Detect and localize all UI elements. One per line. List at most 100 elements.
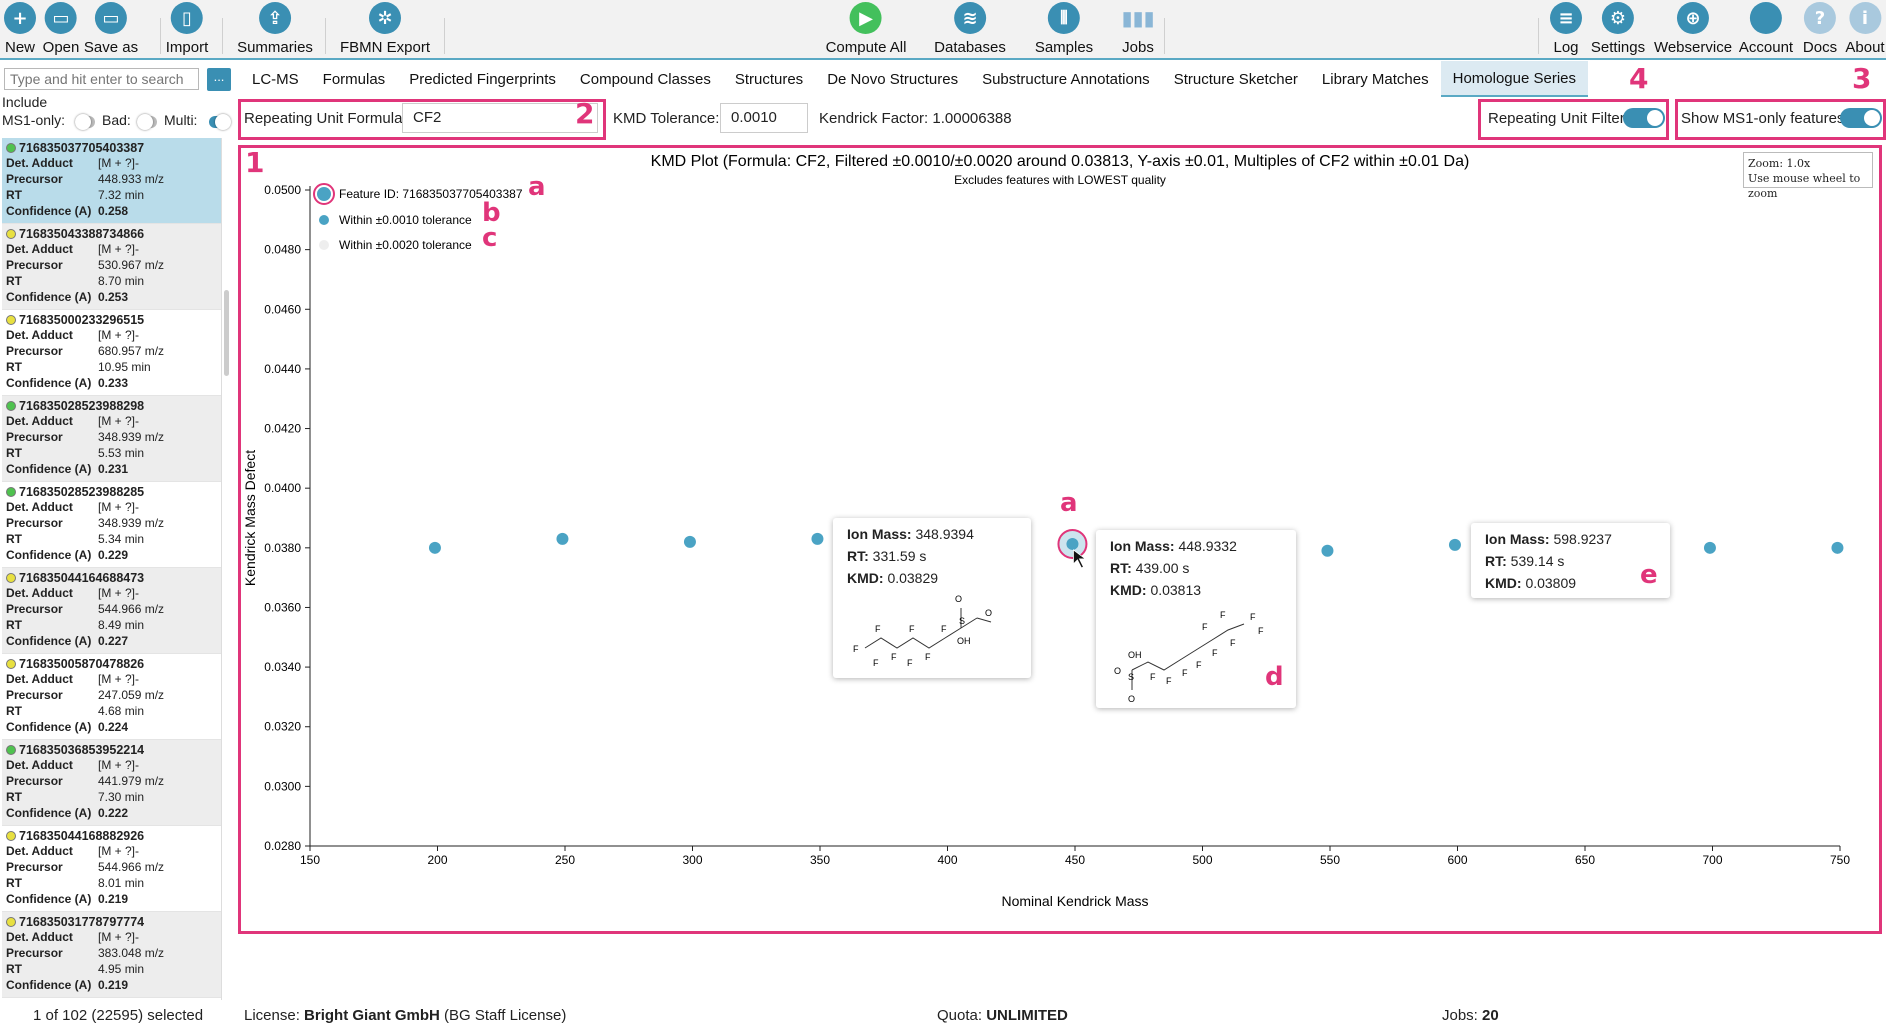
log-button[interactable]: ≡ Log <box>1550 0 1582 58</box>
about-button[interactable]: i About <box>1845 0 1885 58</box>
save-as-button[interactable]: ▭ Save as <box>84 0 138 58</box>
bad-toggle[interactable] <box>137 114 157 130</box>
feature-id: 716835037705403387 <box>6 138 221 155</box>
feature-row-rt: RT 4.95 min <box>6 961 221 977</box>
webservice-button[interactable]: ⊕ Webservice <box>1654 0 1732 58</box>
jobs-text: Jobs: 20 <box>1442 1007 1499 1024</box>
svg-text:F: F <box>941 624 947 634</box>
feature-list-item[interactable]: 716835000233296515 Det. Adduct [M + ?]- Pre… <box>2 310 221 396</box>
feature-list-item[interactable]: 716835031778797774 Det. Adduct [M + ?]- Pre… <box>2 912 221 998</box>
feature-field-value: 544.966 m/z <box>98 860 165 874</box>
feature-list-item[interactable]: 716835036853952214 Det. Adduct [M + ?]- Pre… <box>2 740 221 826</box>
svg-text:F: F <box>1258 626 1264 636</box>
feature-field-value: 4.68 min <box>98 704 145 718</box>
svg-text:OH: OH <box>1128 650 1142 660</box>
y-tick-label: 0.0320 <box>264 720 301 734</box>
feature-field-value: [M + ?]- <box>98 672 140 686</box>
tab-homologue-series[interactable]: Homologue Series <box>1440 61 1589 97</box>
feature-list-scrollbar[interactable] <box>224 290 229 376</box>
tooltip-mass-label: Ion Mass: <box>847 526 912 542</box>
jobs-button[interactable]: ▮▮▮ Jobs <box>1121 0 1155 58</box>
tab-library-matches[interactable]: Library Matches <box>1321 71 1429 88</box>
summaries-button[interactable]: ⇪ Summaries <box>237 0 313 58</box>
tab-structures[interactable]: Structures <box>734 71 804 88</box>
repeating-unit-input[interactable]: CF2 <box>402 103 598 133</box>
data-point <box>1703 541 1716 554</box>
feature-list-item[interactable]: 716835028523988298 Det. Adduct [M + ?]- Pre… <box>2 396 221 482</box>
quality-dot-icon <box>6 401 16 411</box>
feature-field-value: 383.048 m/z <box>98 946 165 960</box>
tab-formulas[interactable]: Formulas <box>322 71 386 88</box>
docs-button[interactable]: ? Docs <box>1803 0 1837 58</box>
tab-structure-sketcher[interactable]: Structure Sketcher <box>1173 71 1298 88</box>
feature-row-precursor: Precursor 544.966 m/z <box>6 601 221 617</box>
toolbar-label: Compute All <box>825 39 907 56</box>
legend-highlight-ring <box>313 183 335 205</box>
search-options-button[interactable]: ... <box>207 68 231 91</box>
feature-list-item[interactable]: 716835005870478826 Det. Adduct [M + ?]- Pre… <box>2 654 221 740</box>
search-input[interactable] <box>4 68 199 90</box>
svg-text:F: F <box>891 652 897 662</box>
feature-id: 716835028523988298 <box>6 396 221 413</box>
settings-button[interactable]: ⚙ Settings <box>1591 0 1645 58</box>
result-tabs: LC-MS Formulas Predicted Fingerprints Compo… <box>240 61 1589 97</box>
tab-lc-ms[interactable]: LC-MS <box>252 71 299 88</box>
repeating-unit-filter-switch[interactable] <box>1623 108 1665 128</box>
tab-de-novo-structures[interactable]: De Novo Structures <box>827 71 959 88</box>
open-button[interactable]: ▭ Open <box>43 0 79 58</box>
info-icon: i <box>1848 2 1881 34</box>
toolbar-label: Settings <box>1590 39 1646 56</box>
feature-list-item[interactable]: 716835044164688473 Det. Adduct [M + ?]- Pre… <box>2 568 221 654</box>
feature-list-item[interactable]: 716835028523988285 Det. Adduct [M + ?]- Pre… <box>2 482 221 568</box>
feature-field-value: 530.967 m/z <box>98 258 165 272</box>
tab-substructure-annotations[interactable]: Substructure Annotations <box>982 71 1150 88</box>
feature-list-item[interactable]: 716835044168882926 Det. Adduct [M + ?]- Pre… <box>2 826 221 912</box>
jobs-icon: ▮▮▮ <box>1121 6 1155 30</box>
tab-compound-classes[interactable]: Compound Classes <box>579 71 711 88</box>
x-tick-label: 750 <box>1830 853 1850 867</box>
tab-predicted-fingerprints[interactable]: Predicted Fingerprints <box>409 71 556 88</box>
feature-field-value: 10.95 min <box>98 360 151 374</box>
feature-field-label: RT <box>6 446 22 460</box>
feature-row-adduct: Det. Adduct [M + ?]- <box>6 929 221 945</box>
status-bar: 1 of 102 (22595) selected License: Brigh… <box>0 1004 1886 1027</box>
feature-row-confidence: Confidence (A) 0.253 <box>6 289 221 305</box>
feature-field-label: RT <box>6 532 22 546</box>
kmd-tolerance-input[interactable]: 0.0010 <box>720 103 808 133</box>
feature-field-value: 0.253 <box>98 290 129 304</box>
data-point <box>556 532 569 545</box>
show-ms1-switch[interactable] <box>1840 108 1882 128</box>
legend-marker <box>319 215 329 225</box>
feature-field-value: [M + ?]- <box>98 586 140 600</box>
feature-id-text: 716835043388734866 <box>19 227 145 241</box>
feature-row-confidence: Confidence (A) 0.233 <box>6 375 221 391</box>
feature-list-item[interactable]: 716835043388734866 Det. Adduct [M + ?]- Pre… <box>2 224 221 310</box>
include-label: Include <box>2 94 48 110</box>
databases-button[interactable]: ≋ Databases <box>934 0 1006 58</box>
feature-field-label: Precursor <box>6 946 63 960</box>
feature-field-label: Confidence (A) <box>6 204 92 218</box>
data-point <box>1321 544 1334 557</box>
account-button[interactable]: Account <box>1739 0 1793 58</box>
data-point <box>428 541 441 554</box>
new-button[interactable]: + New <box>4 0 36 58</box>
samples-button[interactable]: ⦀ Samples <box>1035 0 1093 58</box>
toolbar-label: Account <box>1738 39 1794 56</box>
feature-row-confidence: Confidence (A) 0.219 <box>6 977 221 993</box>
feature-row-precursor: Precursor 680.957 m/z <box>6 343 221 359</box>
import-button[interactable]: ▯ Import <box>166 0 208 58</box>
kendrick-factor-text: Kendrick Factor: 1.00006388 <box>819 110 1012 127</box>
ms1-only-toggle[interactable] <box>75 114 95 130</box>
feature-field-label: Precursor <box>6 774 63 788</box>
annotation-a-point: a <box>1060 488 1078 518</box>
feature-list: 716835037705403387 Det. Adduct [M + ?]- Pre… <box>2 138 222 1000</box>
feature-field-label: Confidence (A) <box>6 548 92 562</box>
multi-toggle[interactable] <box>209 114 231 130</box>
toolbar-separator <box>1538 18 1539 54</box>
kmd-plot[interactable]: KMD Plot (Formula: CF2, Filtered ±0.0010… <box>240 146 1880 931</box>
compute-all-button[interactable]: ▶ Compute All <box>825 0 907 58</box>
fbmn-export-button[interactable]: ✲ FBMN Export <box>340 0 430 58</box>
feature-list-item[interactable]: 716835037705403387 Det. Adduct [M + ?]- Pre… <box>2 138 221 224</box>
main-toolbar: + New ▭ Open ▭ Save as ▯ Import ⇪ Summaries ✲ FBMN … <box>0 0 1886 60</box>
